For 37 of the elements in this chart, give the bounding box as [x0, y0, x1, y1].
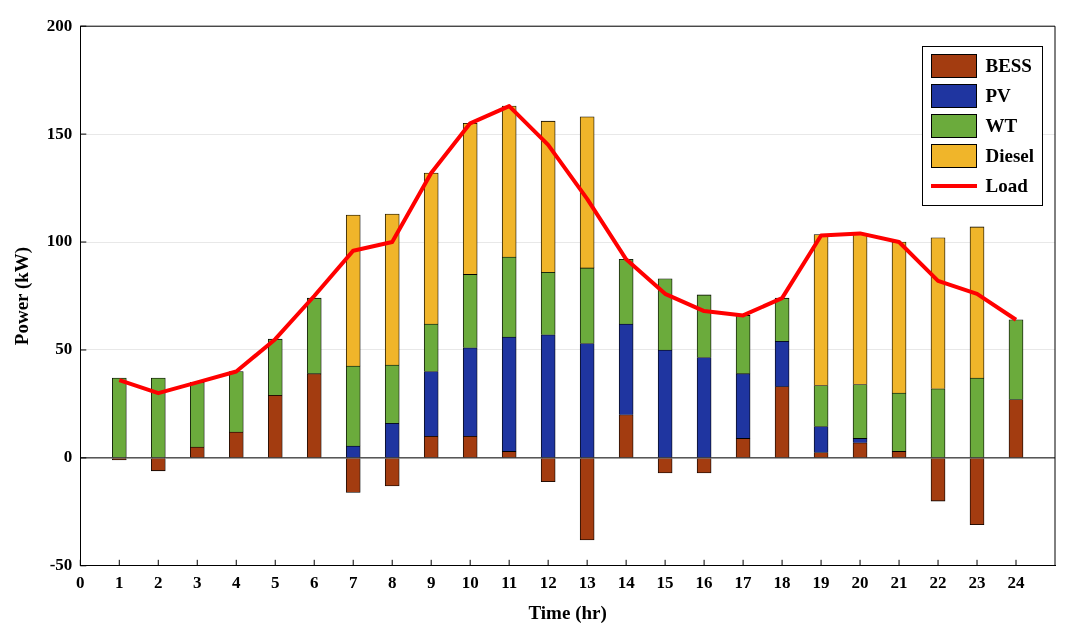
y-tick-label: 50: [55, 339, 73, 359]
y-tick-label: 200: [46, 15, 73, 35]
y-tick-label: 0: [63, 447, 73, 467]
x-tick-label: 1: [115, 573, 124, 593]
x-tick-label: 22: [929, 573, 947, 593]
legend-label: WT: [985, 115, 1018, 137]
y-tick-label: 150: [46, 123, 73, 143]
y-tick-label: -50: [49, 555, 73, 575]
y-axis-title: Power (kW): [11, 246, 34, 346]
x-tick-label: 2: [154, 573, 163, 593]
x-axis-title: Time (hr): [528, 601, 607, 624]
x-tick-label: 19: [812, 573, 830, 593]
x-tick-label: 8: [387, 573, 397, 593]
x-tick-label: 13: [578, 573, 596, 593]
x-tick-label: 20: [851, 573, 869, 593]
legend-label: Load: [985, 175, 1028, 197]
x-tick-label: 21: [890, 573, 908, 593]
x-tick-label: 18: [773, 573, 791, 593]
x-tick-label: 24: [1007, 573, 1026, 593]
x-tick-label: 15: [656, 573, 674, 593]
x-tick-label: 23: [968, 573, 986, 593]
x-tick-label: 14: [617, 573, 636, 593]
legend-label: Diesel: [985, 145, 1034, 167]
x-tick-label: 12: [539, 573, 557, 593]
x-tick-label: 6: [309, 573, 319, 593]
x-tick-label: 10: [461, 573, 479, 593]
y-tick-label: 100: [46, 231, 73, 251]
x-tick-label: 16: [695, 573, 713, 593]
x-tick-label: 5: [270, 573, 280, 593]
x-tick-label: 11: [501, 573, 518, 593]
x-tick-label: 7: [348, 573, 358, 593]
x-tick-label: 3: [193, 573, 202, 593]
x-tick-label: 9: [426, 573, 436, 593]
x-tick-label: 4: [232, 573, 241, 593]
x-tick-label: 17: [734, 573, 753, 593]
legend-label: PV: [985, 85, 1011, 107]
legend-label: BESS: [985, 55, 1032, 77]
